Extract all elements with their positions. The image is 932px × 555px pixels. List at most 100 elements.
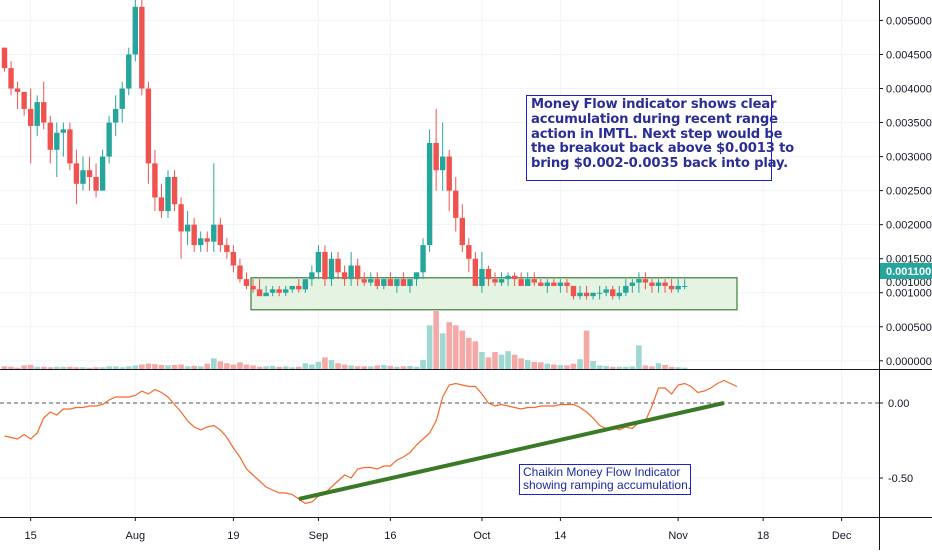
time-tick-label: Oct (473, 530, 490, 542)
volume-bar (328, 360, 335, 369)
candle-body (119, 88, 125, 109)
volume-bar (616, 366, 623, 369)
grid-layer (0, 0, 879, 517)
candle-body (642, 279, 649, 283)
candle-body (34, 102, 40, 126)
volume-bar (34, 366, 40, 369)
volume-bar (544, 363, 551, 369)
candle-body (610, 289, 616, 297)
candle-body (479, 268, 485, 286)
price-tick-label: 0.000500 (886, 322, 932, 334)
volume-bar (374, 365, 381, 369)
volume-bar (217, 361, 224, 369)
candle-body (551, 282, 557, 286)
time-tick-label: 19 (227, 530, 239, 542)
candle-body (420, 245, 426, 273)
volume-bar (439, 333, 446, 369)
volume-bar (655, 363, 662, 369)
volume-bar (263, 366, 269, 369)
candle-body (112, 108, 119, 123)
candle-body (649, 282, 655, 286)
chaikin-annotation[interactable]: Chaikin Money Flow Indicator showing ram… (519, 464, 691, 495)
volume-bar (106, 366, 112, 369)
candle-body (518, 279, 524, 286)
volume-bar (230, 364, 237, 369)
volume-bar (315, 361, 322, 369)
candle-body (165, 177, 171, 212)
volume-bar (381, 364, 387, 369)
candle-body (439, 156, 446, 171)
candle-body (1, 47, 8, 69)
candle-body (54, 132, 60, 150)
volume-bar (511, 354, 518, 369)
price-tick-label: 0.002500 (886, 186, 932, 198)
candle-body (387, 279, 394, 286)
candle-body (315, 251, 322, 273)
volume-bar (197, 366, 204, 369)
volume-bar (583, 330, 590, 369)
volume-bar (1, 366, 8, 369)
volume-bar (99, 367, 106, 369)
volume-bar (269, 365, 276, 369)
volume-bar (394, 366, 400, 369)
candle-body (250, 285, 256, 290)
candle-body (184, 224, 191, 232)
volume-bar (420, 360, 426, 369)
volume-bar (60, 366, 67, 369)
volume-bar (518, 358, 524, 369)
candle-body (126, 54, 132, 89)
candle-body (361, 279, 367, 283)
price-tick-label: 0.004500 (886, 49, 932, 61)
candle-body (224, 245, 230, 252)
volume-bar (341, 364, 348, 369)
time-tick-label: Sep (309, 530, 329, 542)
volume-bar (86, 367, 93, 369)
candle-body (511, 275, 518, 280)
candle-body (243, 279, 250, 286)
volume-bar (145, 363, 152, 369)
volume-bar (675, 367, 681, 369)
volume-bar (27, 364, 34, 369)
last-price-label-bg (880, 263, 932, 279)
candle-body (525, 279, 531, 286)
volume-bar (67, 366, 73, 369)
volume-bar (119, 367, 126, 369)
candle-body (27, 108, 34, 126)
price-tick-label: 0.002000 (886, 220, 932, 232)
annotation-line: Chaikin Money Flow Indicator (523, 465, 681, 479)
candle-body (341, 272, 348, 280)
volume-bar (570, 363, 577, 369)
volume-bar (158, 364, 165, 369)
cmf-tick-label: 0.00 (888, 398, 909, 410)
candle-body (106, 122, 112, 157)
volume-bar (237, 362, 243, 369)
candle-body (322, 251, 328, 280)
volume-bar (649, 366, 655, 369)
candle-body (662, 282, 668, 286)
candle-body (80, 170, 86, 184)
volume-bar (80, 367, 86, 369)
volume-bar (459, 330, 466, 369)
annotation-line: action in IMTL. Next step would be (531, 126, 783, 142)
candle-body (675, 285, 681, 290)
candle-body (453, 190, 459, 218)
volume-bar (590, 360, 596, 369)
volume-bar (171, 364, 178, 369)
candle-body (354, 265, 361, 280)
candle-body (41, 102, 47, 123)
volume-bar (8, 366, 14, 369)
candle-body (636, 279, 642, 283)
candle-body (230, 251, 237, 266)
candle-body (269, 289, 276, 293)
candle-body (459, 217, 465, 246)
candle-body (505, 275, 511, 280)
volume-bar (426, 325, 433, 369)
price-tick-label: 0.000000 (886, 356, 932, 368)
candle-body (564, 282, 570, 286)
candle-body (73, 163, 80, 184)
money-flow-annotation[interactable]: Money Flow indicator shows clear accumul… (526, 95, 794, 181)
volume-bar (498, 354, 505, 369)
candle-body (145, 88, 152, 164)
